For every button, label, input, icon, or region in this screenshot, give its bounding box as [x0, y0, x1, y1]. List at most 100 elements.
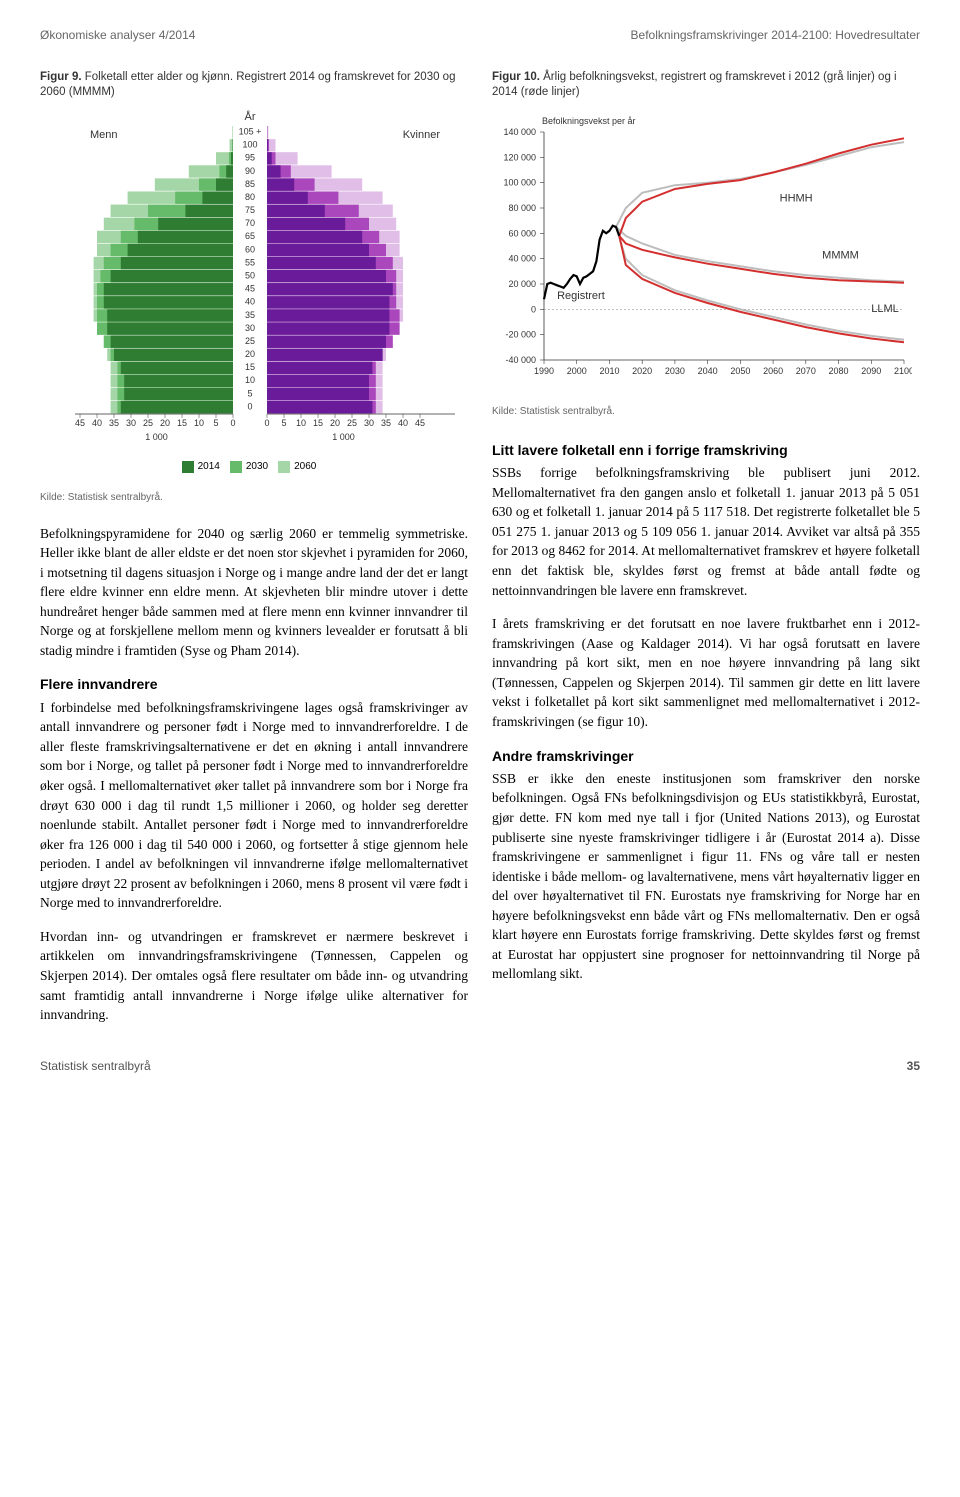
svg-text:2090: 2090 — [861, 366, 881, 376]
svg-text:2060: 2060 — [763, 366, 783, 376]
fig10-number: Figur 10. — [492, 71, 540, 83]
svg-text:100: 100 — [242, 139, 257, 149]
svg-text:Kvinner: Kvinner — [403, 129, 441, 141]
body-r1: SSBs forrige befolkningsframskriving ble… — [492, 463, 920, 600]
svg-text:45: 45 — [75, 418, 85, 428]
svg-text:45: 45 — [415, 418, 425, 428]
svg-text:40 000: 40 000 — [508, 254, 536, 264]
fig9-source: Kilde: Statistisk sentralbyrå. — [40, 491, 468, 506]
svg-text:Befolkningsvekst per år: Befolkningsvekst per år — [542, 116, 636, 126]
svg-text:45: 45 — [245, 283, 255, 293]
svg-text:2030: 2030 — [665, 366, 685, 376]
svg-text:25: 25 — [143, 418, 153, 428]
svg-text:90: 90 — [245, 166, 255, 176]
page-header: Økonomiske analyser 4/2014 Befolkningsfr… — [40, 28, 920, 42]
svg-text:20 000: 20 000 — [508, 279, 536, 289]
subhead-litt: Litt lavere folketall enn i forrige fram… — [492, 440, 920, 460]
page-footer: Statistisk sentralbyrå 35 — [40, 1059, 920, 1073]
svg-text:15: 15 — [177, 418, 187, 428]
header-right: Befolkningsframskrivinger 2014-2100: Hov… — [631, 28, 920, 42]
svg-text:105 +: 105 + — [239, 126, 262, 136]
svg-text:2020: 2020 — [632, 366, 652, 376]
svg-text:80 000: 80 000 — [508, 203, 536, 213]
svg-text:140 000: 140 000 — [503, 127, 536, 137]
svg-text:10: 10 — [245, 375, 255, 385]
svg-text:-20 000: -20 000 — [505, 330, 536, 340]
svg-text:35: 35 — [381, 418, 391, 428]
svg-text:35: 35 — [245, 310, 255, 320]
svg-text:LLML: LLML — [871, 303, 899, 315]
body-p1: Befolkningspyramidene for 2040 og særlig… — [40, 524, 468, 661]
svg-text:80: 80 — [245, 192, 255, 202]
subhead-flere: Flere innvandrere — [40, 674, 468, 694]
fig10-source: Kilde: Statistisk sentralbyrå. — [492, 405, 920, 420]
svg-text:MMMM: MMMM — [822, 250, 859, 262]
fig10-caption: Figur 10. Årlig befolkningsvekst, regist… — [492, 70, 920, 100]
body-r2: I årets framskriving er det forutsatt en… — [492, 614, 920, 731]
svg-text:40: 40 — [245, 297, 255, 307]
svg-text:30: 30 — [245, 323, 255, 333]
svg-text:120 000: 120 000 — [503, 152, 536, 162]
svg-text:30: 30 — [364, 418, 374, 428]
svg-text:25: 25 — [245, 336, 255, 346]
body-p2: I forbindelse med befolkningsframskrivin… — [40, 698, 468, 913]
svg-text:60 000: 60 000 — [508, 228, 536, 238]
fig9-legend-item: 2060 — [278, 460, 316, 475]
fig9-legend: 201420302060 — [40, 459, 468, 479]
svg-text:10: 10 — [194, 418, 204, 428]
svg-text:HHMH: HHMH — [780, 193, 813, 205]
fig9-legend-item: 2030 — [230, 460, 268, 475]
svg-text:2070: 2070 — [796, 366, 816, 376]
body-p3: Hvordan inn- og utvandringen er framskre… — [40, 927, 468, 1025]
svg-text:20: 20 — [160, 418, 170, 428]
right-column: Figur 10. Årlig befolkningsvekst, regist… — [492, 70, 920, 1039]
svg-text:1 000: 1 000 — [332, 432, 355, 442]
svg-text:40: 40 — [92, 418, 102, 428]
svg-text:2040: 2040 — [698, 366, 718, 376]
header-left: Økonomiske analyser 4/2014 — [40, 28, 195, 42]
svg-text:0: 0 — [264, 418, 269, 428]
svg-text:1990: 1990 — [534, 366, 554, 376]
svg-text:Menn: Menn — [90, 129, 118, 141]
svg-text:5: 5 — [281, 418, 286, 428]
subhead-andre: Andre framskrivinger — [492, 746, 920, 766]
svg-text:100 000: 100 000 — [503, 178, 536, 188]
svg-text:0: 0 — [230, 418, 235, 428]
svg-text:95: 95 — [245, 153, 255, 163]
svg-text:25: 25 — [347, 418, 357, 428]
fig10-title: Årlig befolkningsvekst, registrert og fr… — [492, 71, 897, 98]
fig9-caption: Figur 9. Folketall etter alder og kjønn.… — [40, 70, 468, 100]
svg-text:70: 70 — [245, 218, 255, 228]
svg-text:60: 60 — [245, 244, 255, 254]
fig10-chart: Befolkningsvekst per år 140 000 120 000 100… — [492, 108, 920, 394]
footer-right: 35 — [907, 1059, 920, 1073]
svg-text:-40 000: -40 000 — [505, 355, 536, 365]
svg-text:5: 5 — [213, 418, 218, 428]
svg-text:2010: 2010 — [599, 366, 619, 376]
svg-text:85: 85 — [245, 179, 255, 189]
svg-text:2050: 2050 — [730, 366, 750, 376]
svg-text:20: 20 — [245, 349, 255, 359]
body-r3: SSB er ikke den eneste institusjonen som… — [492, 769, 920, 984]
svg-text:15: 15 — [245, 362, 255, 372]
svg-text:35: 35 — [109, 418, 119, 428]
svg-text:65: 65 — [245, 231, 255, 241]
fig9-chart: År105 +100959085807570656055504540353025… — [40, 108, 468, 479]
svg-text:5: 5 — [247, 388, 252, 398]
svg-text:2080: 2080 — [829, 366, 849, 376]
footer-left: Statistisk sentralbyrå — [40, 1059, 151, 1073]
svg-text:2100: 2100 — [894, 366, 912, 376]
fig9-number: Figur 9. — [40, 71, 82, 83]
svg-text:15: 15 — [313, 418, 323, 428]
left-column: Figur 9. Folketall etter alder og kjønn.… — [40, 70, 468, 1039]
svg-text:75: 75 — [245, 205, 255, 215]
svg-text:20: 20 — [330, 418, 340, 428]
svg-text:0: 0 — [531, 304, 536, 314]
svg-text:40: 40 — [398, 418, 408, 428]
svg-text:0: 0 — [247, 401, 252, 411]
svg-text:50: 50 — [245, 270, 255, 280]
fig9-title: Folketall etter alder og kjønn. Registre… — [40, 71, 455, 98]
svg-text:30: 30 — [126, 418, 136, 428]
svg-text:55: 55 — [245, 257, 255, 267]
svg-text:10: 10 — [296, 418, 306, 428]
